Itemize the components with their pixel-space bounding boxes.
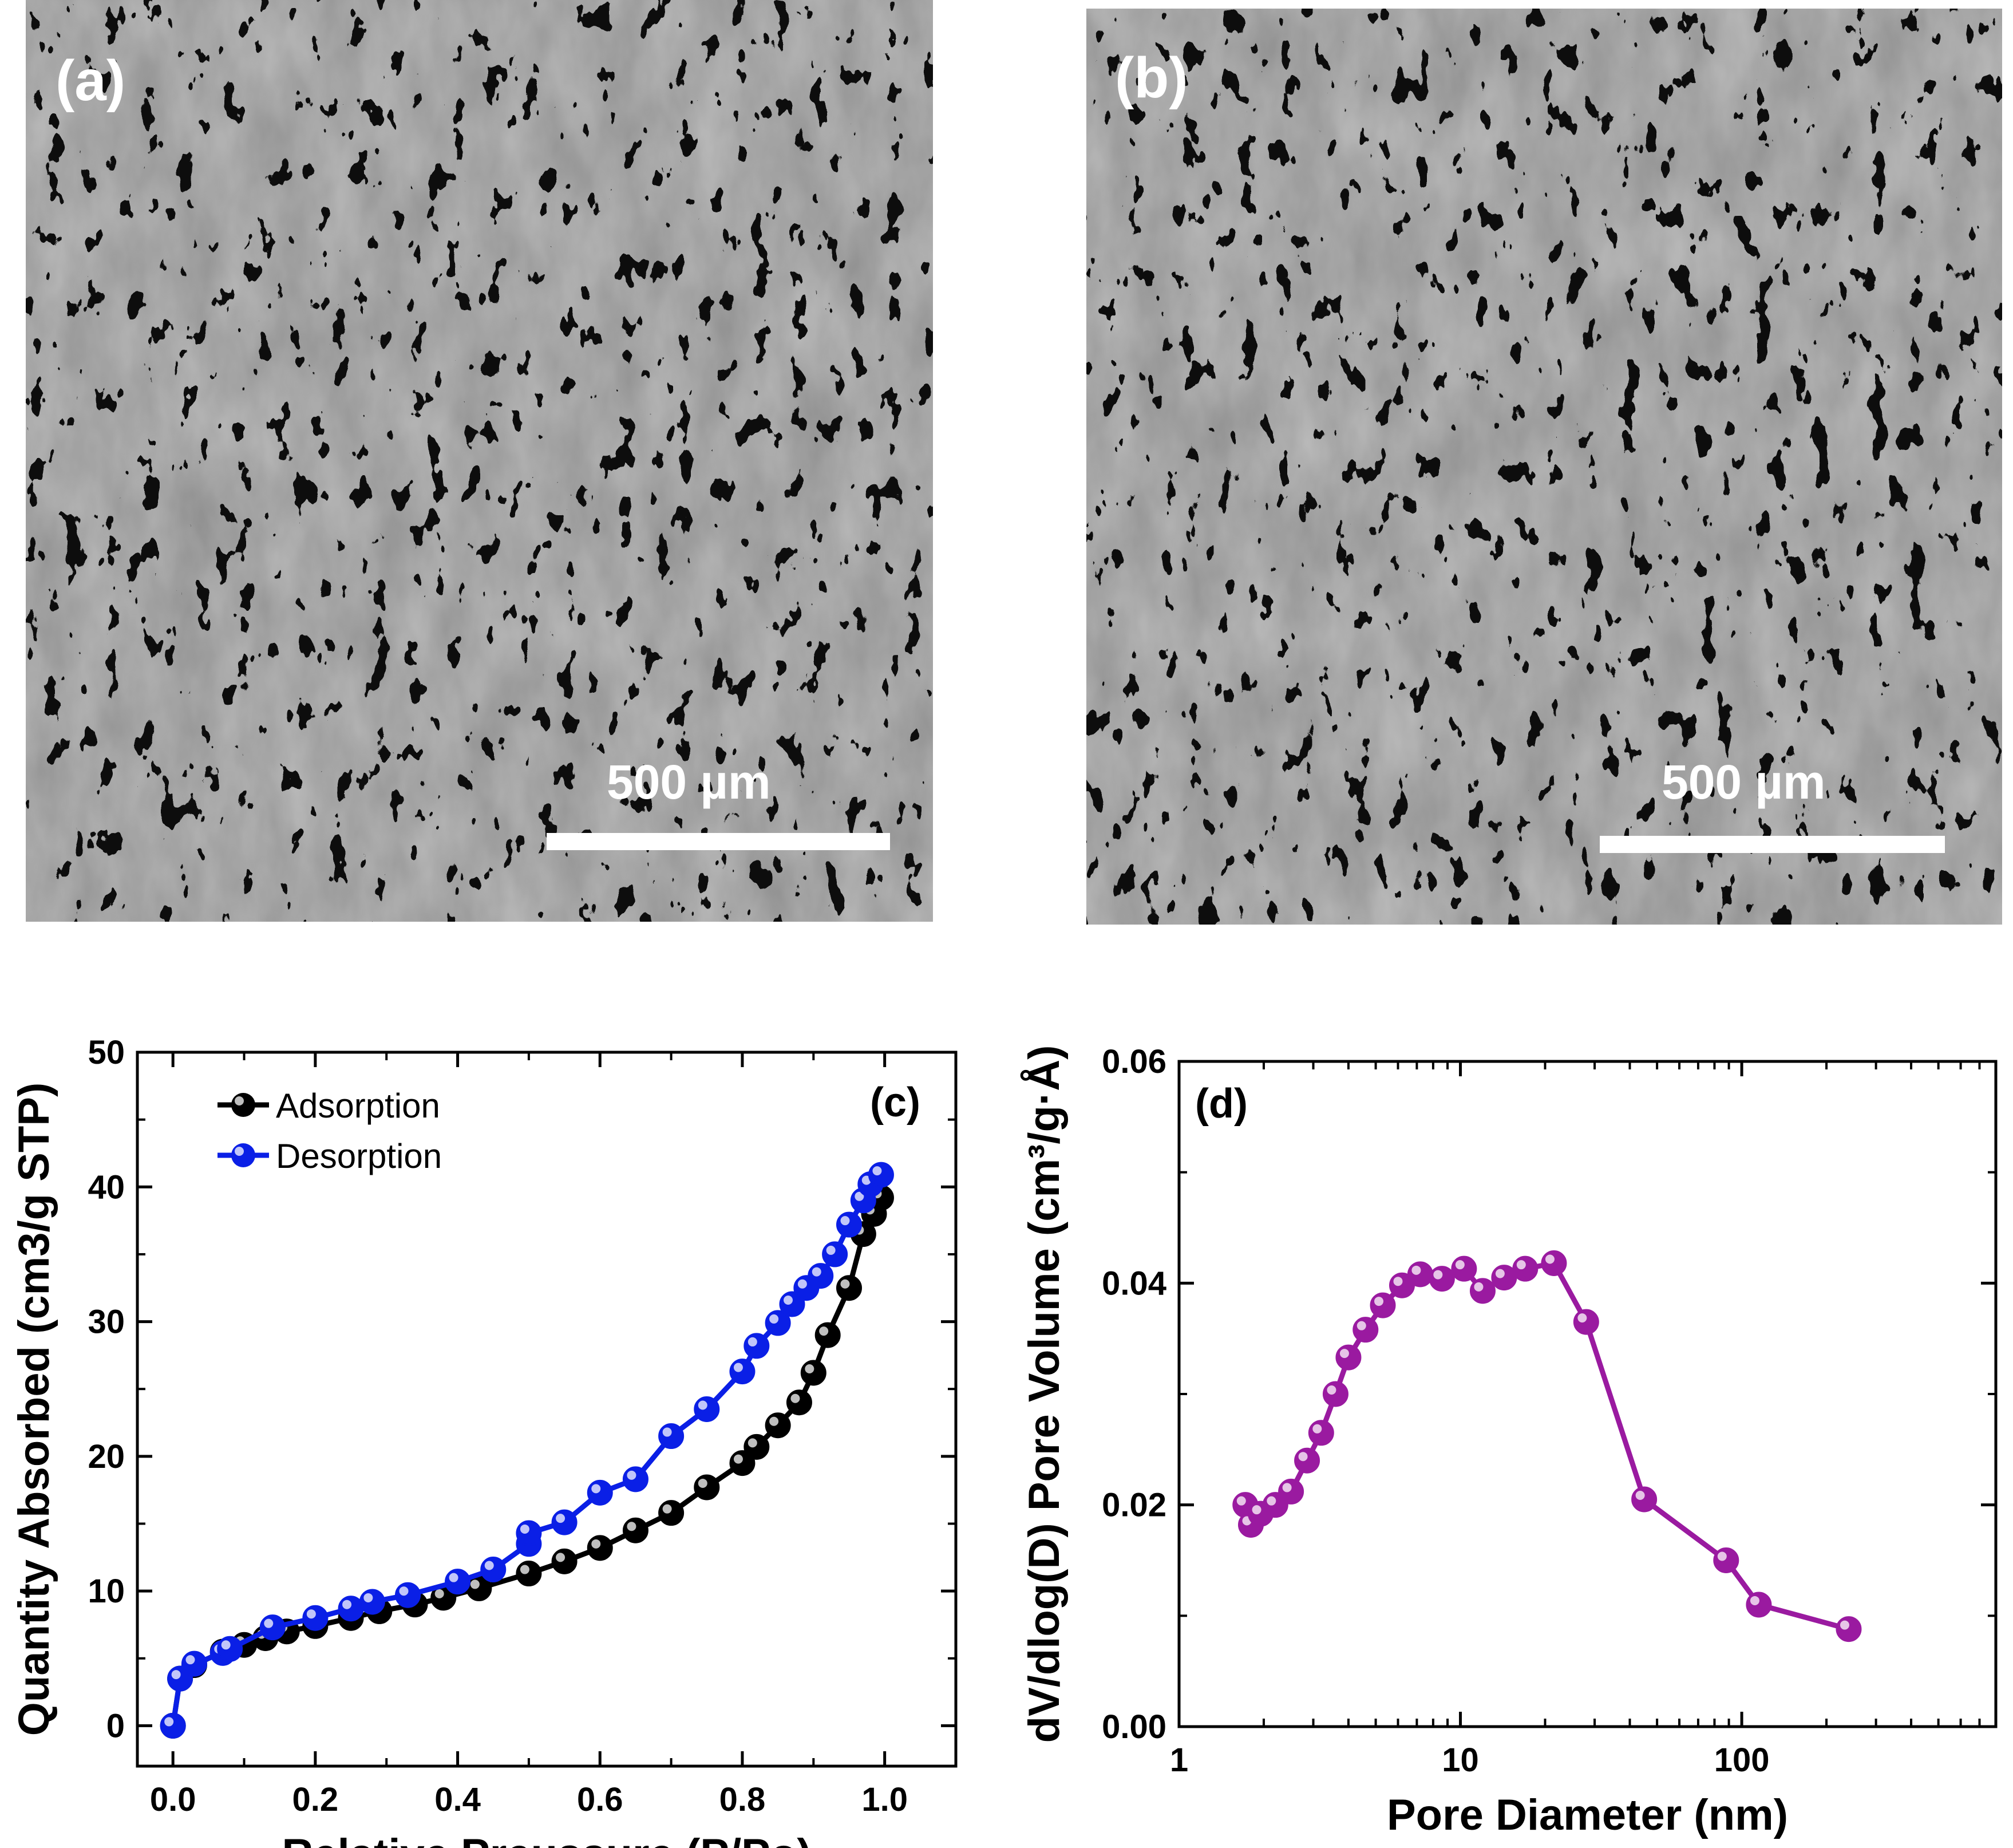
d-x-tick-label: 10 — [1442, 1742, 1479, 1779]
c-data-point — [338, 1596, 364, 1622]
d-data-point — [1541, 1250, 1567, 1276]
d-data-point — [1469, 1278, 1496, 1304]
c-data-point — [551, 1548, 578, 1574]
d-y-tick-label: 0.06 — [1102, 1043, 1166, 1080]
d-x-tick-label: 1 — [1170, 1742, 1188, 1779]
c-y-axis-label: Quantity Absorbed (cm3/g STP) — [10, 1083, 58, 1736]
c-data-point — [822, 1241, 848, 1267]
d-data-point — [1322, 1381, 1348, 1407]
d-data-point — [1451, 1255, 1477, 1282]
c-data-point — [800, 1360, 826, 1386]
scale-bar-label-b: 500 µm — [1662, 755, 1826, 809]
scale-bar-a — [547, 833, 890, 850]
d-data-point — [1573, 1309, 1599, 1335]
c-data-point — [836, 1211, 862, 1238]
c-data-point — [516, 1561, 542, 1587]
c-y-tick-label: 0 — [106, 1707, 125, 1744]
d-data-point — [1713, 1547, 1739, 1573]
c-data-point — [765, 1412, 791, 1439]
isotherm-chart: 0 10 20 30 40 50 0.0 0.2 0.4 0.6 0.8 1.0 Relative Pr… — [10, 1034, 958, 1848]
c-data-point — [743, 1333, 770, 1359]
c-series-line-1 — [170, 1172, 883, 1727]
c-x-tick-label: 0.6 — [577, 1781, 623, 1818]
d-data-point — [1746, 1592, 1772, 1618]
d-data-point — [1335, 1344, 1362, 1371]
d-data-point — [1407, 1261, 1433, 1288]
legend-label-0: Adsorption — [276, 1087, 440, 1125]
panel-label-b: (b) — [1115, 46, 1188, 110]
c-data-point — [622, 1517, 648, 1543]
c-y-tick-label: 20 — [88, 1438, 125, 1475]
c-data-point — [181, 1650, 207, 1677]
c-y-tick-label: 50 — [88, 1034, 125, 1071]
legend-marker-0 — [231, 1093, 255, 1117]
d-data-point — [1836, 1616, 1862, 1642]
c-data-point — [694, 1474, 720, 1500]
sem-image-a: (a) 500 µm — [26, 0, 933, 922]
c-data-point — [814, 1322, 841, 1348]
c-plot-frame — [136, 1051, 958, 1768]
c-data-point — [217, 1636, 243, 1662]
c-data-point — [516, 1520, 542, 1546]
sem-image-b: (b) 500 µm — [1086, 9, 2002, 925]
panel-label-d: (d) — [1195, 1081, 1248, 1127]
d-y-axis-label: dV/dlog(D) Pore Volume (cm³/g·Å) — [1020, 1045, 1069, 1743]
d-data-point — [1294, 1447, 1320, 1474]
c-x-axis-label: Relative Preussure (P/Po) — [282, 1830, 811, 1848]
legend-label-1: Desorption — [276, 1137, 442, 1175]
pore-distribution-chart: 0.00 0.02 0.04 0.06 1 10 100 Pore Diameter (nm)… — [1020, 1043, 1998, 1839]
c-x-tick-label: 0.2 — [292, 1781, 339, 1818]
d-plot-frame — [1177, 1060, 1998, 1728]
d-x-tick-label: 100 — [1714, 1742, 1770, 1779]
c-y-tick-label: 40 — [88, 1168, 125, 1206]
c-data-point — [302, 1605, 329, 1631]
legend-marker-1 — [231, 1143, 255, 1167]
c-data-point — [808, 1263, 834, 1289]
c-data-point — [694, 1396, 720, 1422]
d-data-point — [1512, 1255, 1539, 1282]
c-data-point — [658, 1423, 685, 1450]
d-data-point — [1308, 1420, 1334, 1446]
c-data-point — [743, 1434, 770, 1460]
panel-label-a: (a) — [56, 49, 125, 113]
c-data-point — [359, 1589, 385, 1615]
scale-bar-b — [1600, 836, 1945, 853]
d-data-point — [1352, 1317, 1379, 1343]
d-y-tick-label: 0.04 — [1102, 1265, 1166, 1302]
c-data-point — [836, 1275, 862, 1301]
c-data-point — [160, 1712, 186, 1739]
c-data-point — [658, 1500, 685, 1526]
scale-bar-label-a: 500 µm — [607, 755, 771, 809]
d-data-point — [1631, 1486, 1658, 1513]
c-data-point — [729, 1359, 756, 1385]
c-y-tick-label: 10 — [88, 1573, 125, 1610]
c-data-point — [259, 1614, 286, 1641]
d-data-point — [1429, 1266, 1455, 1292]
c-data-point — [786, 1389, 812, 1416]
c-data-point — [622, 1466, 648, 1492]
d-y-tick-label: 0.00 — [1102, 1708, 1166, 1746]
d-data-point — [1278, 1478, 1304, 1505]
c-data-point — [868, 1162, 894, 1188]
d-y-tick-label: 0.02 — [1102, 1487, 1166, 1524]
c-x-tick-label: 1.0 — [861, 1781, 908, 1818]
d-x-axis-label: Pore Diameter (nm) — [1387, 1791, 1788, 1839]
c-x-tick-label: 0.8 — [719, 1781, 766, 1818]
c-data-point — [480, 1556, 507, 1582]
c-x-tick-label: 0.0 — [150, 1781, 196, 1818]
c-data-point — [551, 1509, 578, 1535]
c-data-point — [445, 1569, 471, 1595]
c-series-line-0 — [170, 1197, 884, 1727]
c-data-point — [395, 1582, 421, 1608]
d-data-point — [1370, 1292, 1396, 1318]
panel-label-c: (c) — [870, 1080, 920, 1126]
c-data-point — [587, 1535, 613, 1561]
c-x-tick-label: 0.4 — [434, 1781, 481, 1818]
d-series-line-0 — [1243, 1261, 1850, 1632]
c-y-tick-label: 30 — [88, 1304, 125, 1341]
c-data-point — [587, 1479, 613, 1506]
